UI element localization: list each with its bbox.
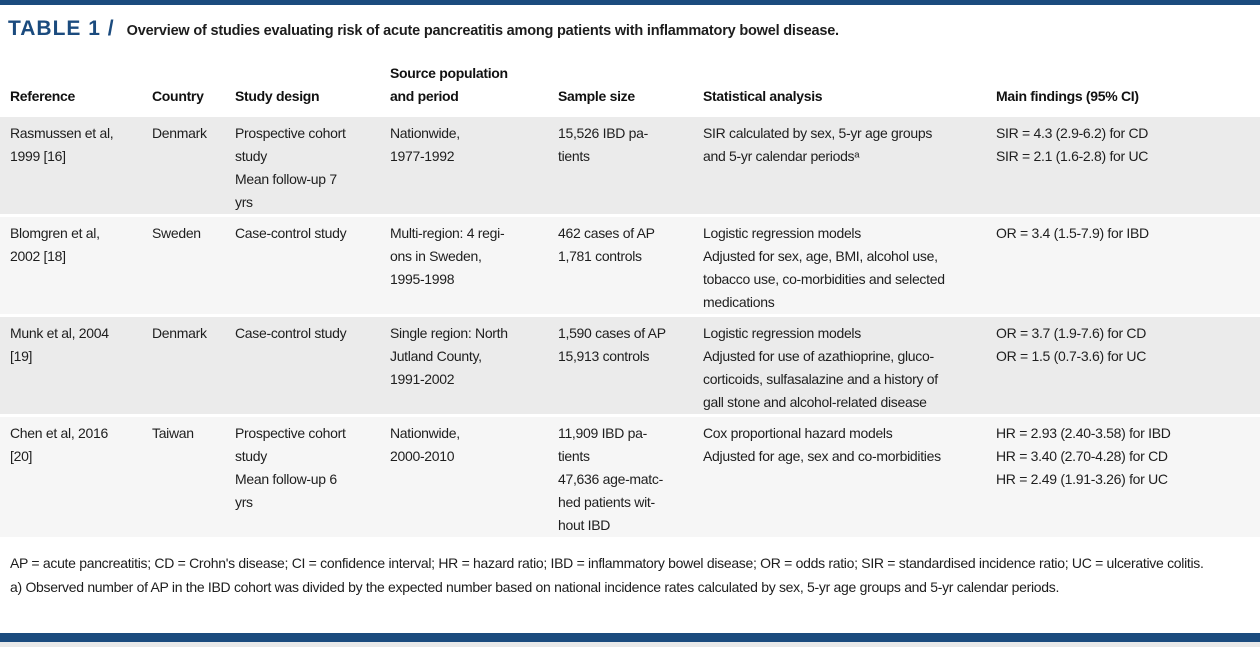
- studies-table: Reference Country Study design Source po…: [0, 62, 1260, 537]
- table-number-label: TABLE 1 /: [8, 17, 115, 40]
- cell-study-design: Prospective cohort study Mean follow-up …: [235, 114, 390, 214]
- cell-statistical-analysis: Cox proportional hazard models Adjusted …: [703, 414, 996, 537]
- cell-country: Sweden: [152, 214, 235, 314]
- cell-statistical-analysis: Logistic regression models Adjusted for …: [703, 314, 996, 414]
- col-header-study-design: Study design: [235, 62, 390, 114]
- table-row: Chen et al, 2016 [20] Taiwan Prospective…: [0, 414, 1260, 537]
- table-row: Blomgren et al, 2002 [18] Sweden Case-co…: [0, 214, 1260, 314]
- cell-main-findings: OR = 3.7 (1.9-7.6) for CD OR = 1.5 (0.7-…: [996, 314, 1260, 414]
- col-header-reference: Reference: [0, 62, 152, 114]
- table-caption: Overview of studies evaluating risk of a…: [126, 23, 839, 39]
- top-accent-bar: [0, 0, 1260, 5]
- cell-country: Denmark: [152, 314, 235, 414]
- cell-sample-size: 462 cases of AP 1,781 controls: [558, 214, 703, 314]
- col-header-country: Country: [152, 62, 235, 114]
- cell-main-findings: OR = 3.4 (1.5-7.9) for IBD: [996, 214, 1260, 314]
- cell-source-population: Nationwide, 2000-2010: [390, 414, 558, 537]
- cell-statistical-analysis: Logistic regression models Adjusted for …: [703, 214, 996, 314]
- col-header-sample-size: Sample size: [558, 62, 703, 114]
- cell-main-findings: SIR = 4.3 (2.9-6.2) for CD SIR = 2.1 (1.…: [996, 114, 1260, 214]
- footnote-a: a) Observed number of AP in the IBD coho…: [10, 579, 1060, 595]
- bottom-accent-bar: [0, 633, 1260, 642]
- footnotes: AP = acute pancreatitis; CD = Crohn's di…: [10, 551, 1252, 599]
- table-row: Munk et al, 2004 [19] Denmark Case-contr…: [0, 314, 1260, 414]
- table-header-row: Reference Country Study design Source po…: [0, 62, 1260, 114]
- cell-study-design: Case-control study: [235, 314, 390, 414]
- cell-study-design: Prospective cohort study Mean follow-up …: [235, 414, 390, 537]
- bottom-page-strip: [0, 642, 1260, 647]
- cell-reference: Rasmussen et al, 1999 [16]: [0, 114, 152, 214]
- cell-statistical-analysis: SIR calculated by sex, 5-yr age groups a…: [703, 114, 996, 214]
- cell-source-population: Multi-region: 4 regi- ons in Sweden, 199…: [390, 214, 558, 314]
- cell-sample-size: 1,590 cases of AP 15,913 controls: [558, 314, 703, 414]
- cell-reference: Chen et al, 2016 [20]: [0, 414, 152, 537]
- cell-sample-size: 15,526 IBD pa- tients: [558, 114, 703, 214]
- cell-country: Taiwan: [152, 414, 235, 537]
- table-title-row: TABLE 1 / Overview of studies evaluating…: [8, 17, 839, 41]
- cell-sample-size: 11,909 IBD pa- tients 47,636 age-matc- h…: [558, 414, 703, 537]
- cell-study-design: Case-control study: [235, 214, 390, 314]
- footnote-abbreviations: AP = acute pancreatitis; CD = Crohn's di…: [10, 555, 1204, 571]
- col-header-source-population: Source population and period: [390, 62, 558, 114]
- cell-reference: Munk et al, 2004 [19]: [0, 314, 152, 414]
- col-header-main-findings: Main findings (95% CI): [996, 62, 1260, 114]
- col-header-statistical-analysis: Statistical analysis: [703, 62, 996, 114]
- cell-reference: Blomgren et al, 2002 [18]: [0, 214, 152, 314]
- table-row: Rasmussen et al, 1999 [16] Denmark Prosp…: [0, 114, 1260, 214]
- cell-source-population: Single region: North Jutland County, 199…: [390, 314, 558, 414]
- cell-source-population: Nationwide, 1977-1992: [390, 114, 558, 214]
- cell-main-findings: HR = 2.93 (2.40-3.58) for IBD HR = 3.40 …: [996, 414, 1260, 537]
- cell-country: Denmark: [152, 114, 235, 214]
